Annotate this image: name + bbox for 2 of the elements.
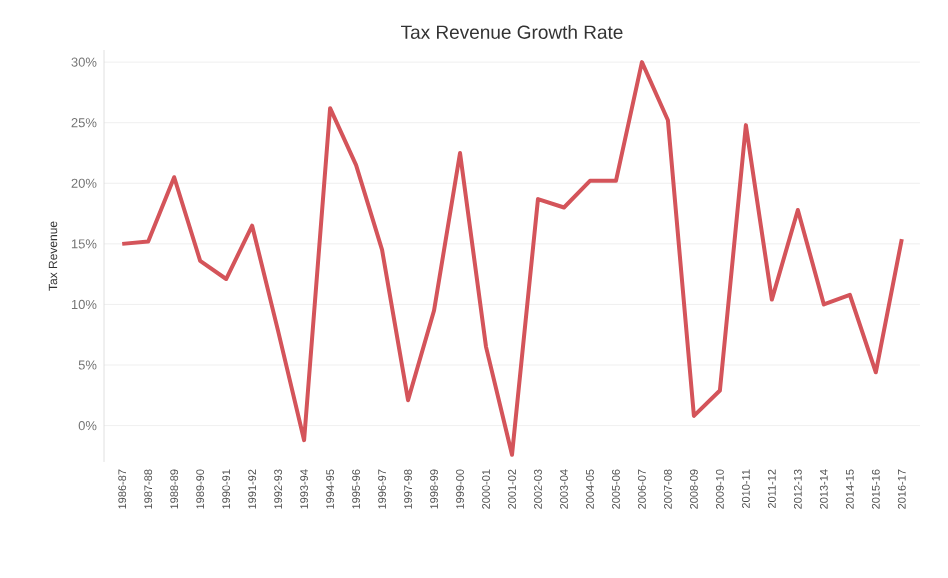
- line-series: [120, 60, 904, 457]
- chart-title: Tax Revenue Growth Rate: [401, 24, 623, 39]
